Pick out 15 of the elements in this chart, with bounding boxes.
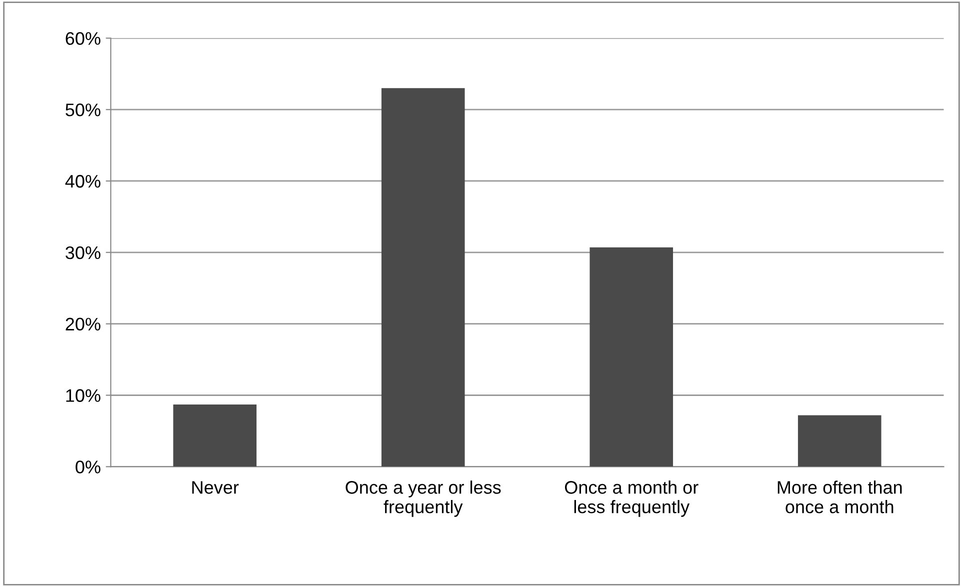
x-tick-label: Never — [192, 481, 239, 494]
bar — [173, 404, 257, 467]
bar — [381, 88, 465, 467]
y-tick-label: 0% — [76, 460, 100, 474]
bar — [590, 247, 674, 467]
y-tick-label: 30% — [66, 246, 100, 260]
x-tick-label: Once a month or less frequently — [564, 480, 698, 517]
x-tick-label: Once a year or less frequently — [346, 480, 501, 517]
x-tick-label: More often than once a month — [778, 480, 902, 514]
y-tick-label: 40% — [65, 174, 100, 188]
y-tick-label: 20% — [66, 318, 100, 331]
y-tick-label: 10% — [66, 389, 100, 402]
y-tick-label: 60% — [66, 32, 100, 45]
bar — [798, 415, 882, 467]
y-tick-label: 50% — [66, 104, 100, 116]
